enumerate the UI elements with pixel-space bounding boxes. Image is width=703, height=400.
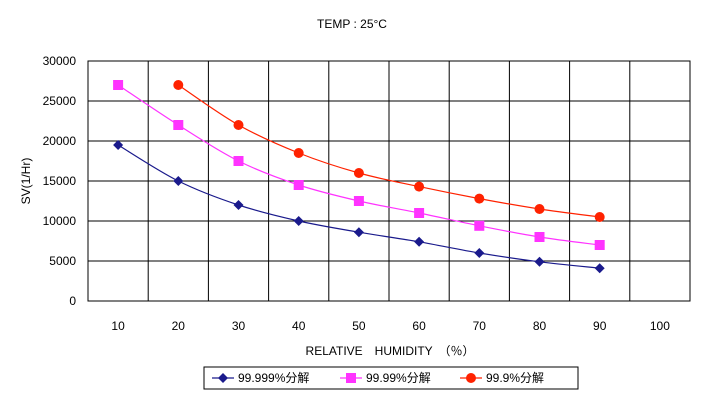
data-point [353,227,364,238]
x-axis-ticks: 10 20 30 40 50 60 70 80 90 100 [111,319,670,333]
x-tick-label: 100 [650,319,670,333]
legend-marker [218,373,228,383]
y-tick-label: 10000 [43,214,77,228]
chart-title: TEMP : 25°C [317,17,387,31]
y-tick-label: 0 [69,294,76,308]
grid [88,61,690,301]
y-tick-label: 15000 [43,174,77,188]
data-point [474,193,485,204]
data-point [474,248,485,258]
legend-label: 99.999%分解 [238,371,309,385]
y-tick-label: 30000 [43,54,77,68]
legend: 99.999%分解 99.99%分解 99.9%分解 [203,366,579,390]
x-tick-label: 80 [533,319,547,333]
data-point [414,208,425,218]
x-tick-label: 40 [292,319,306,333]
data-point [534,256,545,267]
x-tick-label: 30 [232,319,246,333]
data-point [173,80,184,90]
legend-item: 99.9%分解 [460,371,544,385]
data-point [534,204,545,214]
data-point [293,148,304,158]
legend-marker [346,373,356,383]
y-tick-label: 5000 [49,254,76,268]
x-tick-label: 90 [593,319,607,333]
y-tick-label: 20000 [43,134,77,148]
x-tick-label: 10 [111,319,125,333]
x-axis-label: RELATIVE HUMIDITY （％） [306,344,475,358]
series-layer [113,80,605,274]
data-point [594,240,605,250]
legend-item: 99.99%分解 [340,371,431,385]
data-point [414,236,425,247]
data-point [113,140,124,150]
x-tick-label: 50 [352,319,366,333]
legend-label: 99.9%分解 [486,371,544,385]
series-1 [113,140,605,274]
y-axis-ticks: 0 5000 10000 15000 20000 25000 30000 [43,54,77,308]
series-3 [173,80,605,222]
data-point [113,80,124,90]
x-tick-label: 60 [412,319,426,333]
data-point [173,176,184,186]
data-point [594,263,605,274]
series-2 [113,80,605,250]
data-point [173,120,184,130]
data-point [293,216,304,226]
data-point [233,120,244,130]
data-point [414,181,425,192]
legend-marker [466,373,476,383]
data-point [233,156,244,166]
legend-box [203,366,579,390]
data-point [353,196,364,206]
y-axis-label: SV(1/Hr) [19,158,33,205]
data-point [594,212,605,222]
legend-label: 99.99%分解 [366,371,431,385]
x-tick-label: 20 [172,319,186,333]
legend-item: 99.999%分解 [212,371,309,385]
y-tick-label: 25000 [43,94,77,108]
x-tick-label: 70 [473,319,487,333]
data-point [474,220,485,231]
data-point [233,200,244,210]
data-point [293,180,304,190]
plot-area-frame [87,60,691,302]
data-point [353,168,364,178]
data-point [534,232,545,242]
